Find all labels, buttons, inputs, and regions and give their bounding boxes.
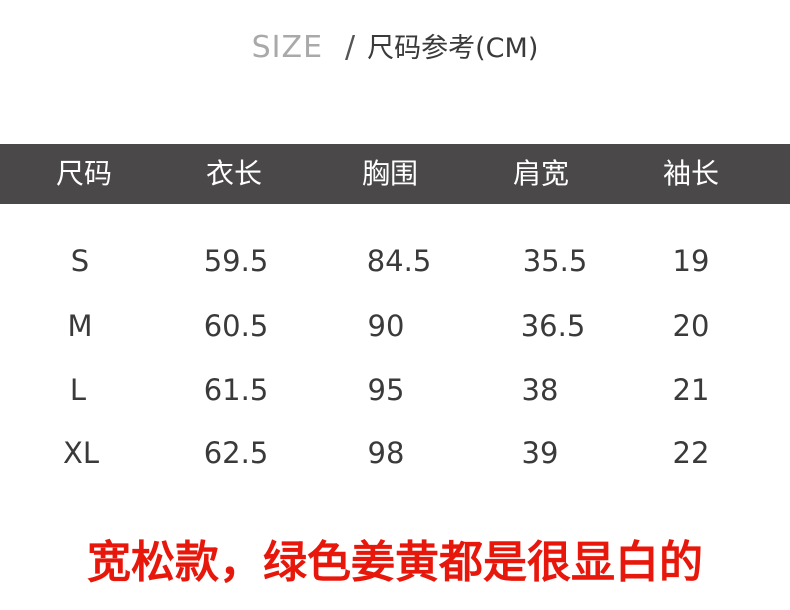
cell-length: 62.5 [203, 436, 269, 470]
cell-sleeve: 20 [672, 309, 710, 343]
header-size: 尺码 [55, 157, 113, 190]
cell-length: 61.5 [203, 373, 269, 407]
cell-chest: 98 [367, 436, 405, 470]
cell-shoulder: 35.5 [522, 244, 588, 278]
table-row: M 60.5 90 36.5 20 [0, 296, 790, 356]
header-chest: 胸围 [361, 157, 419, 190]
cell-shoulder: 38 [521, 373, 559, 407]
cell-size: M [67, 309, 93, 343]
cell-sleeve: 22 [672, 436, 710, 470]
cell-shoulder: 36.5 [520, 309, 586, 343]
cell-sleeve: 21 [672, 373, 710, 407]
cell-sleeve: 19 [672, 244, 710, 278]
table-row: XL 62.5 98 39 22 [0, 423, 790, 483]
header-length: 衣长 [205, 157, 263, 190]
table-header: 尺码 衣长 胸围 肩宽 袖长 [0, 144, 790, 204]
cell-chest: 84.5 [366, 244, 432, 278]
cell-chest: 95 [367, 373, 405, 407]
cell-length: 59.5 [203, 244, 269, 278]
cell-shoulder: 39 [521, 436, 559, 470]
title-separator: / [345, 30, 356, 65]
cell-size: S [70, 244, 90, 278]
header-shoulder: 肩宽 [512, 157, 570, 190]
table-row: S 59.5 84.5 35.5 19 [0, 231, 790, 291]
cell-chest: 90 [367, 309, 405, 343]
promo-note: 宽松款，绿色姜黄都是很显白的 [87, 537, 703, 588]
page-title: SIZE / 尺码参考(CM) [0, 28, 790, 69]
table-row: L 61.5 95 38 21 [0, 360, 790, 420]
cell-length: 60.5 [203, 309, 269, 343]
title-chinese-label: 尺码参考(CM) [367, 33, 539, 64]
cell-size: L [69, 373, 87, 407]
header-sleeve: 袖长 [662, 157, 720, 190]
title-size-label: SIZE [251, 30, 324, 65]
cell-size: XL [62, 436, 100, 470]
